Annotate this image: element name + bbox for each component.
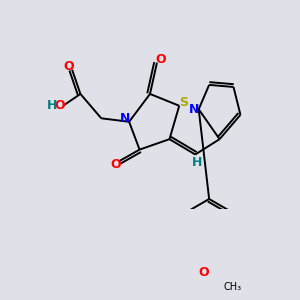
Text: O: O — [198, 266, 209, 279]
Text: H: H — [47, 99, 57, 112]
Text: O: O — [54, 99, 65, 112]
Text: S: S — [179, 97, 188, 110]
Text: CH₃: CH₃ — [224, 282, 242, 292]
Text: N: N — [120, 112, 130, 125]
Text: O: O — [155, 52, 166, 66]
Text: O: O — [110, 158, 121, 171]
Text: N: N — [189, 103, 200, 116]
Text: O: O — [63, 60, 74, 73]
Text: H: H — [192, 156, 202, 169]
